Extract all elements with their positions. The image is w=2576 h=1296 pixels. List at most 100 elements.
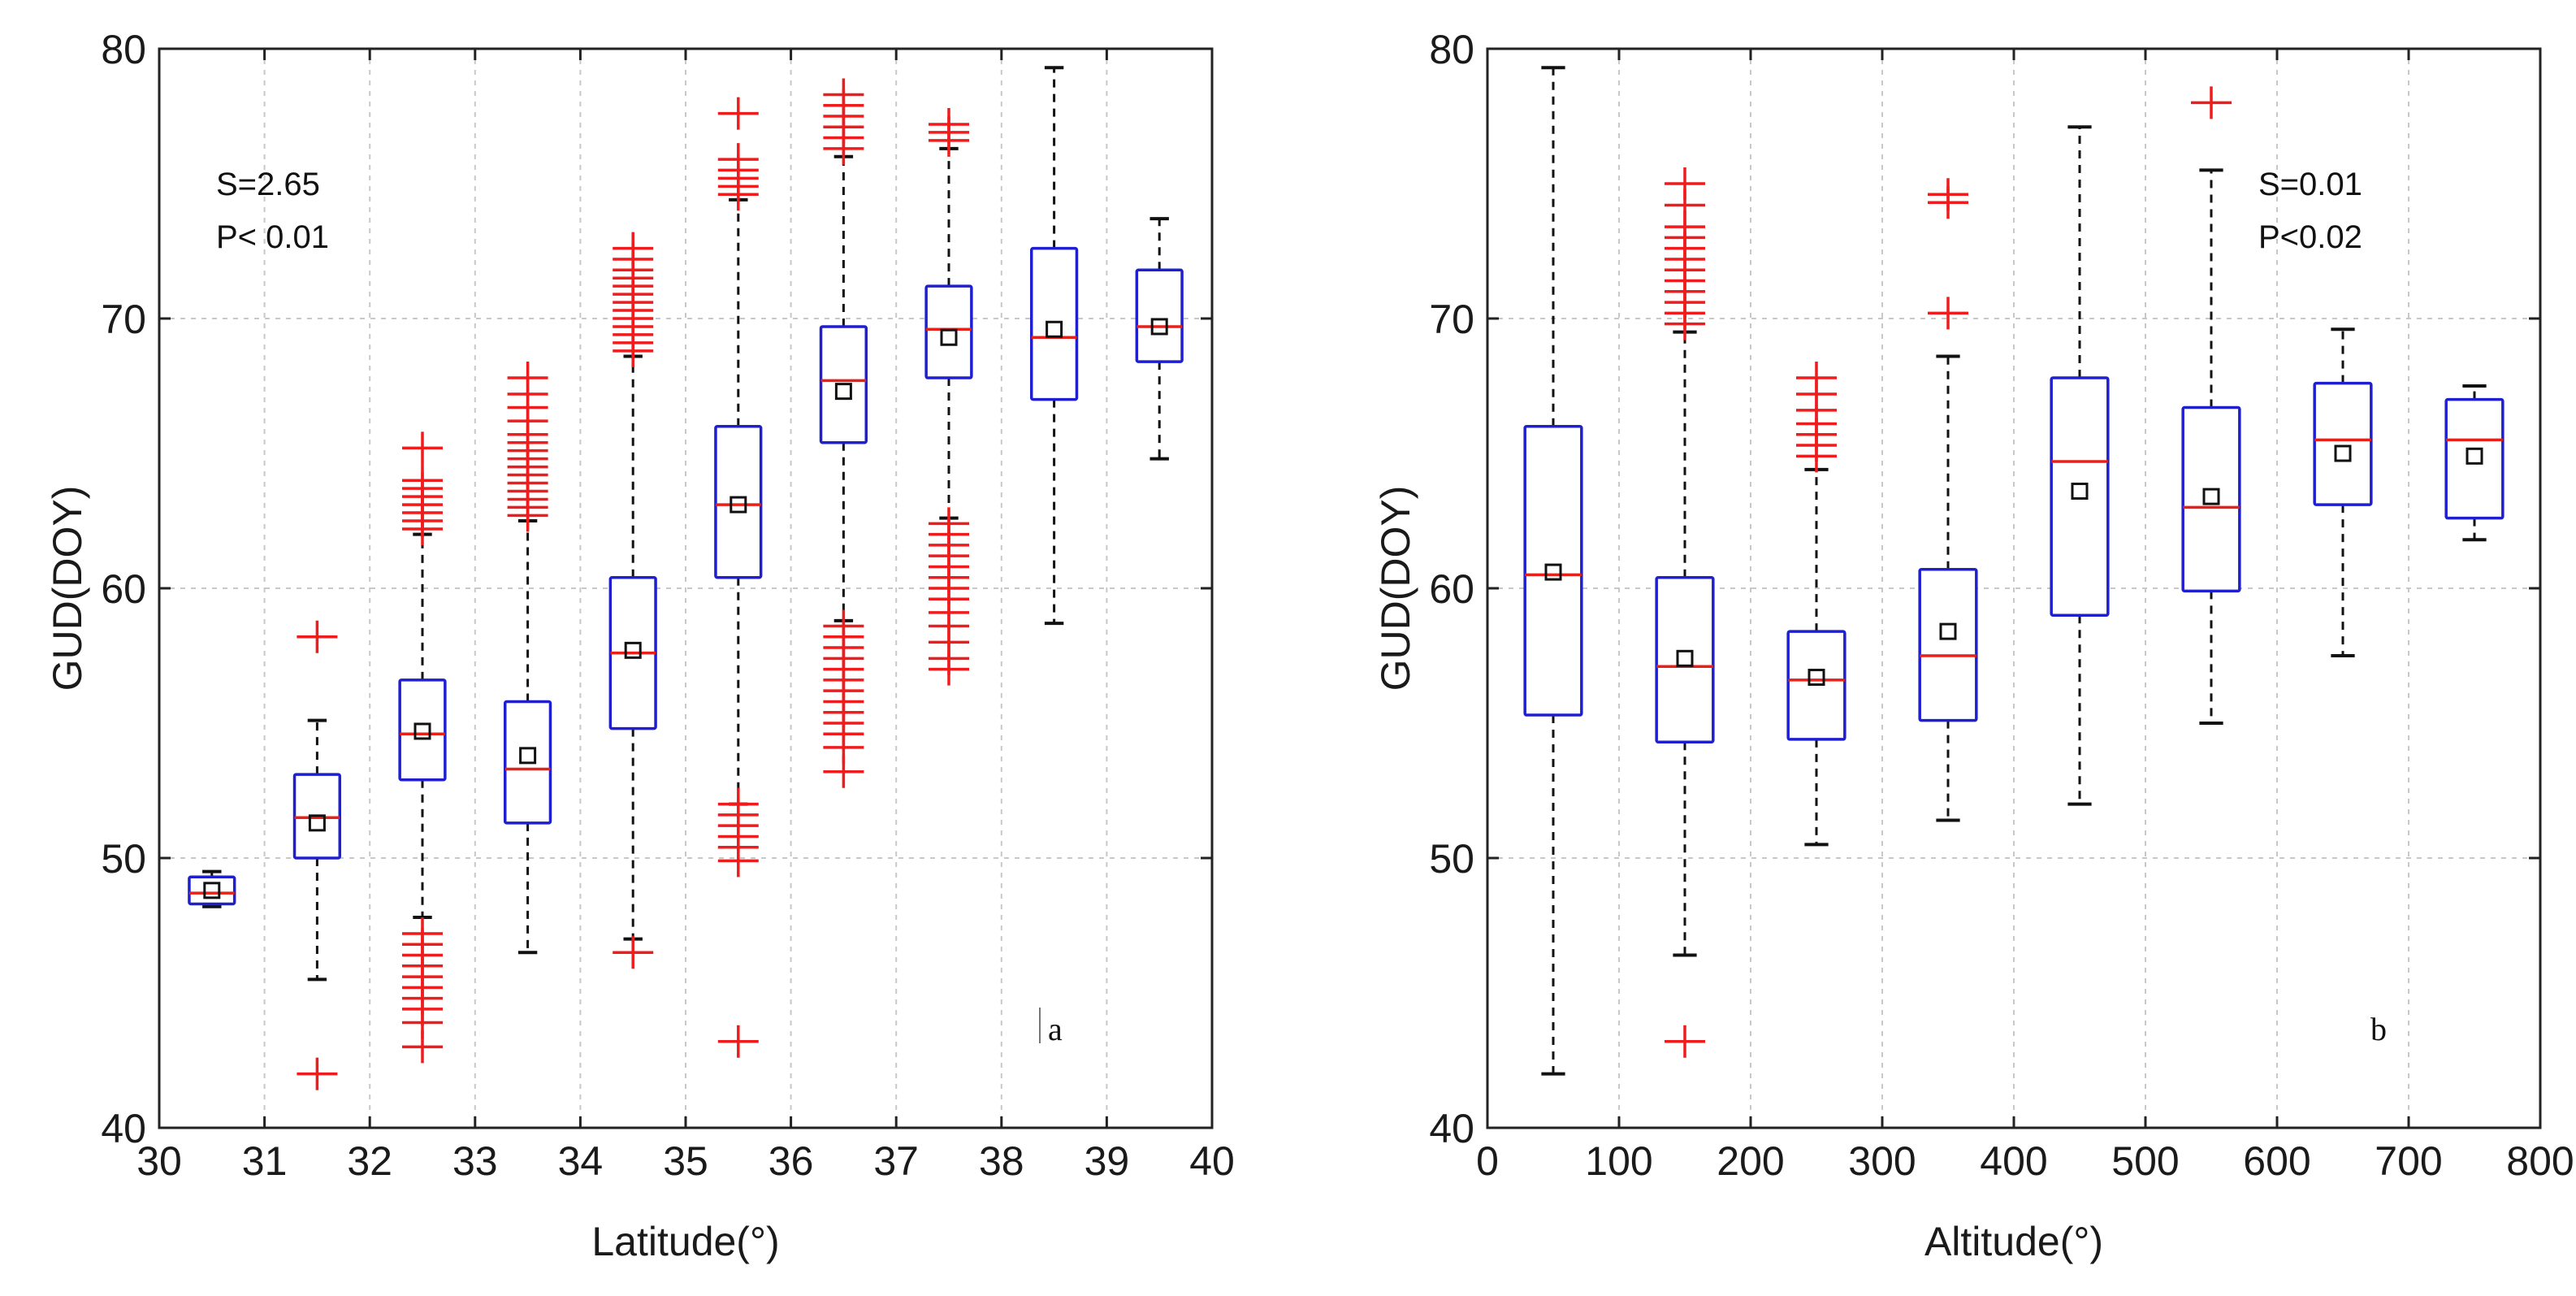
- latitude-outlier-point: [717, 143, 759, 176]
- altitude-box-group-0: [1523, 66, 1583, 1076]
- latitude-outlier-point: [929, 107, 969, 141]
- latitude-box-group-9: [1135, 217, 1184, 461]
- latitude-mean-marker: [1046, 320, 1063, 338]
- latitude-x-tick-label: 40: [1189, 1138, 1235, 1184]
- latitude-outlier-point: [507, 362, 548, 395]
- altitude-boxplot-panel: 0 100 200 300 400 500 600 700 800 40 50 60 70 80 S=0…: [1373, 27, 2574, 1264]
- altitude-box-group-3: [1918, 178, 1978, 822]
- altitude-x-tick-label: 600: [2243, 1138, 2310, 1184]
- latitude-iqr-box: [398, 678, 447, 782]
- latitude-iqr-box: [1029, 246, 1079, 401]
- altitude-mean-marker: [2071, 482, 2089, 500]
- latitude-x-tick-label: 35: [663, 1138, 708, 1184]
- altitude-box-group-5: [2181, 86, 2241, 725]
- latitude-box-group-6: [819, 78, 868, 788]
- altitude-grid: [1487, 49, 2540, 1128]
- altitude-box-group-7: [2444, 384, 2505, 542]
- latitude-x-tick-label: 36: [768, 1138, 814, 1184]
- latitude-mean-marker: [1150, 318, 1168, 336]
- latitude-box-group-1: [292, 620, 342, 1090]
- latitude-box-group-4: [608, 232, 657, 969]
- altitude-y-axis-label: GUD(DOY): [1373, 486, 1418, 691]
- latitude-mean-marker: [203, 882, 221, 899]
- altitude-mean-marker: [2334, 444, 2352, 462]
- altitude-box-group-1: [1655, 167, 1715, 1058]
- latitude-outlier-point: [717, 1025, 759, 1058]
- latitude-outlier-point: [823, 755, 864, 788]
- latitude-y-ticks: 40 50 60 70 80: [101, 27, 1212, 1151]
- altitude-iqr-box: [2181, 405, 2241, 593]
- altitude-box-series: [1523, 66, 2505, 1076]
- altitude-iqr-box: [2050, 376, 2110, 617]
- latitude-mean-marker: [940, 328, 958, 346]
- altitude-p-annotation: P<0.02: [2258, 219, 2362, 255]
- altitude-mean-marker: [2202, 488, 2220, 505]
- latitude-outlier-point: [929, 652, 969, 686]
- latitude-mean-marker: [308, 814, 326, 832]
- altitude-iqr-box: [2313, 381, 2373, 506]
- altitude-x-tick-label: 800: [2506, 1138, 2574, 1184]
- altitude-outlier-point: [1928, 178, 1968, 211]
- latitude-outlier-point: [402, 431, 443, 465]
- latitude-x-tick-label: 38: [979, 1138, 1024, 1184]
- altitude-mean-marker: [1808, 669, 1825, 687]
- altitude-mean-marker: [1544, 563, 1562, 581]
- latitude-box-group-3: [503, 362, 552, 955]
- altitude-outlier-point: [1665, 167, 1705, 200]
- latitude-box-group-8: [1029, 66, 1079, 626]
- latitude-box-series: [188, 66, 1184, 1090]
- latitude-y-tick-label: 40: [101, 1106, 146, 1151]
- altitude-box-group-2: [1786, 362, 1846, 847]
- altitude-outlier-point: [1796, 362, 1837, 395]
- latitude-outlier-point: [297, 620, 338, 653]
- latitude-x-tick-label: 37: [873, 1138, 919, 1184]
- latitude-mean-marker: [834, 383, 852, 401]
- latitude-x-ticks: 30 31 32 33 34 35 36 37 38 39 40: [136, 49, 1235, 1184]
- altitude-mean-marker: [1676, 649, 1694, 667]
- latitude-box-group-2: [398, 431, 447, 1064]
- altitude-x-axis-label: Altitude(°): [1924, 1219, 2103, 1264]
- latitude-x-tick-label: 34: [558, 1138, 604, 1184]
- altitude-y-tick-label: 60: [1429, 566, 1474, 612]
- altitude-slope-annotation: S=0.01: [2258, 167, 2362, 202]
- latitude-outlier-point: [717, 97, 759, 130]
- altitude-x-tick-label: 0: [1476, 1138, 1499, 1184]
- latitude-iqr-box: [924, 284, 973, 379]
- latitude-mean-marker: [519, 747, 537, 765]
- latitude-outlier-point: [297, 1057, 338, 1090]
- altitude-iqr-box: [1655, 575, 1715, 743]
- altitude-x-tick-label: 300: [1848, 1138, 1916, 1184]
- latitude-iqr-box: [1135, 268, 1184, 363]
- altitude-box-group-4: [2050, 125, 2110, 806]
- latitude-slope-annotation: S=2.65: [216, 167, 320, 202]
- latitude-outlier-point: [402, 1030, 443, 1064]
- altitude-x-ticks: 0 100 200 300 400 500 600 700 800: [1476, 49, 2574, 1184]
- altitude-x-tick-label: 500: [2111, 1138, 2179, 1184]
- altitude-x-tick-label: 200: [1717, 1138, 1784, 1184]
- latitude-box-group-5: [714, 97, 763, 1058]
- latitude-x-axis-label: Latitude(°): [591, 1219, 779, 1264]
- latitude-panel-label: a: [1048, 1011, 1063, 1047]
- latitude-x-tick-label: 30: [136, 1138, 182, 1184]
- altitude-iqr-box: [1523, 425, 1583, 717]
- latitude-mean-marker: [730, 496, 747, 514]
- latitude-y-axis-label: GUD(DOY): [45, 486, 90, 691]
- latitude-box-group-0: [188, 869, 236, 908]
- latitude-outlier-point: [823, 78, 864, 111]
- altitude-y-tick-label: 50: [1429, 836, 1474, 882]
- latitude-y-tick-label: 80: [101, 27, 146, 72]
- latitude-iqr-box: [188, 875, 236, 906]
- altitude-mean-marker: [1939, 622, 1957, 640]
- altitude-mean-marker: [2466, 447, 2483, 465]
- latitude-x-tick-label: 33: [452, 1138, 498, 1184]
- latitude-p-annotation: P< 0.01: [216, 219, 329, 255]
- altitude-x-tick-label: 100: [1585, 1138, 1652, 1184]
- altitude-x-tick-label: 700: [2375, 1138, 2442, 1184]
- latitude-mean-marker: [624, 641, 642, 659]
- latitude-x-tick-label: 31: [242, 1138, 288, 1184]
- latitude-outlier-point: [402, 464, 443, 497]
- altitude-y-ticks: 40 50 60 70 80: [1429, 27, 2540, 1151]
- latitude-x-tick-label: 32: [347, 1138, 392, 1184]
